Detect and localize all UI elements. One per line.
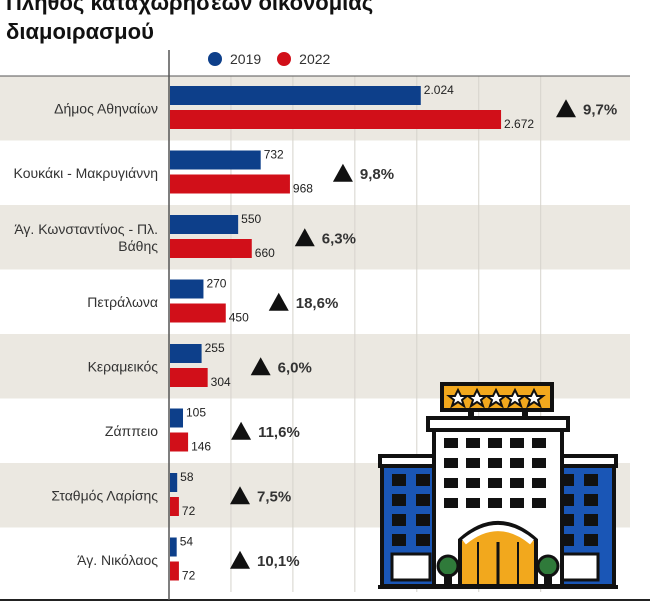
- category-label: Κεραμεικός: [88, 358, 159, 374]
- bar-2022: [170, 239, 252, 258]
- legend-swatch-2019: [208, 52, 222, 66]
- legend-item-2022: 2022: [277, 51, 330, 67]
- chart-title: Πλήθος καταχωρήσεων οικονομίας διαμοιρασ…: [6, 0, 374, 44]
- category-label: Βάθης: [118, 238, 158, 254]
- bar-value-2022: 72: [182, 504, 196, 518]
- bar-2022: [170, 110, 502, 129]
- bar-2019: [170, 473, 178, 492]
- bar-value-2019: 105: [186, 406, 206, 420]
- change-percent: 10,1%: [257, 553, 300, 570]
- bar-value-2022: 2.672: [504, 117, 534, 131]
- legend-label-2022: 2022: [299, 51, 331, 67]
- bar-value-2019: 732: [264, 148, 284, 162]
- legend-swatch-2022: [277, 52, 292, 66]
- category-label: Σταθμός Λαρίσης: [51, 487, 158, 503]
- increase-triangle-icon: [556, 99, 576, 118]
- bar-value-2019: 255: [205, 341, 225, 355]
- increase-triangle-icon: [230, 486, 250, 505]
- bar-2022: [170, 497, 179, 516]
- increase-triangle-icon: [294, 228, 315, 247]
- bar-2022: [170, 432, 189, 452]
- bar-2019: [170, 215, 239, 234]
- change-percent: 18,6%: [296, 295, 339, 312]
- increase-triangle-icon: [250, 357, 271, 376]
- bar-value-2019: 2.024: [424, 83, 454, 97]
- change-percent: 7,5%: [257, 488, 291, 505]
- change-percent: 11,6%: [258, 424, 300, 441]
- bar-2022: [170, 303, 226, 323]
- change-percent: 9,8%: [360, 166, 394, 183]
- category-label: Άγ. Κωνσταντίνος - Πλ.: [14, 221, 158, 237]
- bar-value-2022: 72: [182, 569, 196, 583]
- bar-2022: [170, 561, 179, 581]
- bar-value-2019: 54: [180, 535, 194, 549]
- bar-value-2022: 146: [191, 440, 211, 454]
- bar-2022: [170, 174, 290, 194]
- category-label: Κουκάκι - Μακρυγιάννη: [14, 165, 158, 181]
- bar-value-2019: 550: [241, 212, 261, 226]
- bar-2019: [170, 408, 184, 428]
- legend-item-2019: 2019: [208, 51, 261, 67]
- bar-value-2019: 58: [180, 470, 194, 484]
- bar-2019: [170, 150, 261, 170]
- increase-triangle-icon: [332, 163, 353, 182]
- increase-triangle-icon: [231, 421, 252, 440]
- bar-value-2022: 450: [229, 311, 249, 325]
- bar-2019: [170, 279, 204, 299]
- bar-2019: [170, 344, 202, 363]
- change-percent: 9,7%: [583, 101, 617, 118]
- bar-value-2019: 270: [206, 277, 226, 291]
- bar-2019: [170, 537, 177, 557]
- increase-triangle-icon: [268, 292, 289, 311]
- bar-2019: [170, 86, 421, 105]
- category-label: Άγ. Νικόλαος: [77, 552, 158, 568]
- legend-label-2019: 2019: [230, 51, 262, 67]
- category-label: Πετράλωνα: [87, 294, 158, 310]
- change-percent: 6,3%: [322, 230, 356, 247]
- category-label: Δήμος Αθηναίων: [54, 100, 158, 116]
- legend: 2019 2022: [208, 51, 338, 67]
- bar-value-2022: 660: [255, 246, 275, 260]
- bar-2022: [170, 368, 208, 387]
- change-percent: 6,0%: [278, 359, 312, 376]
- increase-triangle-icon: [230, 550, 250, 569]
- row-band: [0, 205, 630, 270]
- hotel-building-icon: [378, 382, 618, 589]
- category-label: Ζάππειο: [105, 423, 158, 439]
- bar-value-2022: 304: [211, 375, 231, 389]
- bar-value-2022: 968: [293, 182, 313, 196]
